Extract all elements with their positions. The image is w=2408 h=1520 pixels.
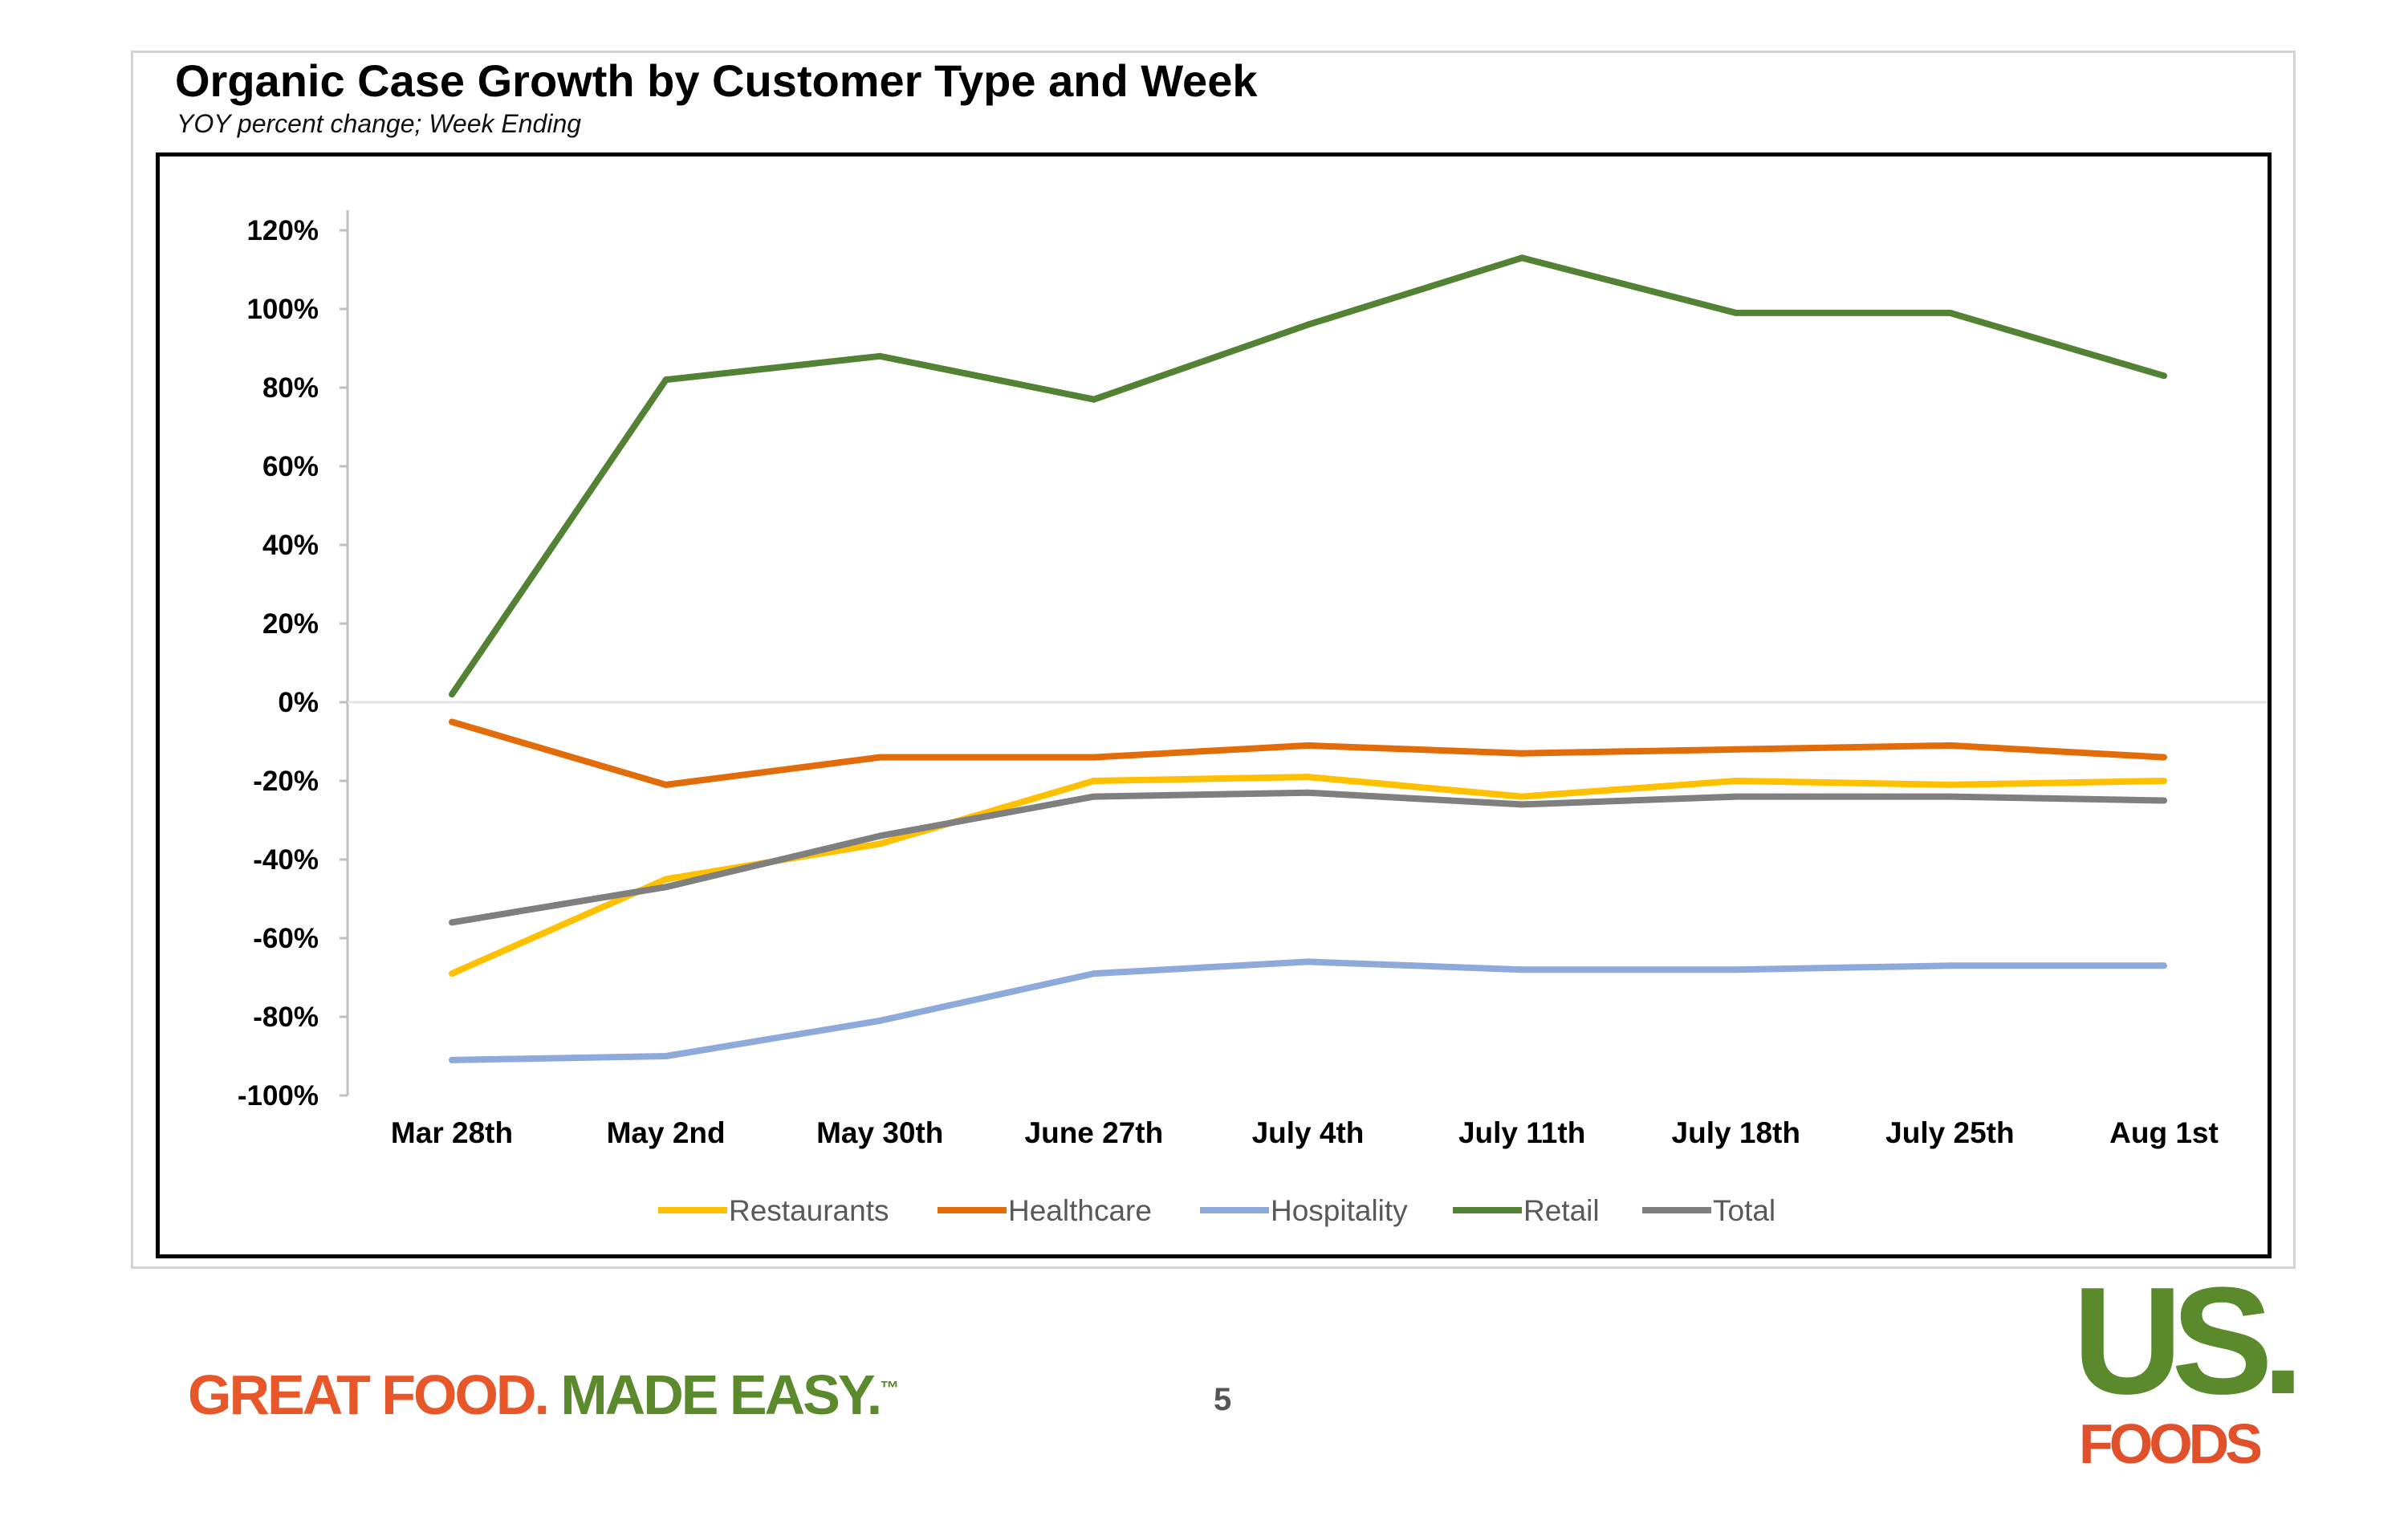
data-point-hospitality xyxy=(1090,970,1097,977)
legend-label: Restaurants xyxy=(729,1194,889,1227)
y-tick-label: -100% xyxy=(238,1080,319,1112)
data-point-healthcare xyxy=(662,781,669,788)
data-point-hospitality xyxy=(1946,962,1954,969)
data-point-hospitality xyxy=(1732,966,1739,973)
logo-us: US. xyxy=(2072,1256,2304,1426)
data-point-hospitality xyxy=(1519,966,1526,973)
data-point-restaurants xyxy=(1732,778,1739,784)
data-point-retail xyxy=(1090,396,1097,403)
data-point-healthcare xyxy=(2161,754,2167,761)
legend-label: Retail xyxy=(1523,1194,1600,1227)
data-point-total xyxy=(2161,797,2167,804)
data-point-restaurants xyxy=(449,970,455,977)
data-point-restaurants xyxy=(662,876,669,883)
data-point-healthcare xyxy=(1304,742,1312,749)
data-point-hospitality xyxy=(449,1056,455,1063)
y-tick-label: 120% xyxy=(246,215,319,246)
data-point-hospitality xyxy=(662,1053,669,1059)
data-point-total xyxy=(877,832,884,839)
legend-label: Hospitality xyxy=(1271,1194,1408,1227)
data-point-retail xyxy=(1946,309,1954,316)
data-point-healthcare xyxy=(449,718,455,725)
data-point-restaurants xyxy=(1090,778,1097,784)
y-tick-label: -80% xyxy=(253,1002,319,1033)
y-tick-label: 20% xyxy=(262,608,319,640)
data-point-retail xyxy=(662,376,669,384)
data-point-restaurants xyxy=(2161,778,2167,784)
x-tick-label: May 30th xyxy=(816,1116,943,1149)
chart-title: Organic Case Growth by Customer Type and… xyxy=(175,55,1258,106)
data-point-hospitality xyxy=(1304,958,1312,965)
data-point-retail xyxy=(1519,254,1526,262)
data-point-hospitality xyxy=(2161,962,2167,969)
series-line-hospitality xyxy=(451,958,2164,1063)
chart-subtitle: YOY percent change; Week Ending xyxy=(177,109,582,138)
legend-label: Healthcare xyxy=(1008,1194,1152,1227)
data-point-retail xyxy=(2161,372,2167,380)
chart-border xyxy=(156,152,2272,1258)
x-tick-label: July 18th xyxy=(1672,1116,1800,1149)
y-tick-label: -40% xyxy=(253,844,319,876)
y-tick-label: 80% xyxy=(262,372,319,404)
page-number: 5 xyxy=(1214,1382,1232,1417)
slide-frame xyxy=(131,51,2296,1269)
data-point-total xyxy=(1732,793,1739,800)
data-point-retail xyxy=(1304,321,1312,328)
y-tick-label: 0% xyxy=(278,687,319,718)
x-tick-label: June 27th xyxy=(1025,1116,1164,1149)
tagline-part1: GREAT FOOD. xyxy=(188,1364,550,1426)
series-line-total xyxy=(451,789,2165,926)
data-point-healthcare xyxy=(1732,746,1739,753)
data-point-healthcare xyxy=(1946,742,1954,749)
data-point-restaurants xyxy=(1519,793,1526,800)
data-point-total xyxy=(1519,801,1526,808)
data-point-healthcare xyxy=(1090,754,1097,761)
data-point-retail xyxy=(877,352,884,360)
x-tick-label: July 4th xyxy=(1252,1116,1365,1149)
data-point-total xyxy=(1946,793,1954,800)
y-tick-label: 60% xyxy=(262,451,319,482)
data-point-hospitality xyxy=(877,1017,884,1024)
x-tick-label: Aug 1st xyxy=(2109,1116,2219,1149)
trademark: ™ xyxy=(880,1377,899,1400)
legend-label: Total xyxy=(1713,1194,1775,1227)
data-point-restaurants xyxy=(1946,781,1954,788)
us-foods-logo: US. FOODS xyxy=(2072,1265,2304,1475)
data-point-total xyxy=(1090,793,1097,800)
y-tick-label: -20% xyxy=(253,766,319,797)
x-tick-label: July 25th xyxy=(1885,1116,2014,1149)
tagline-part2: MADE EASY. xyxy=(560,1364,882,1426)
data-point-healthcare xyxy=(1519,750,1526,757)
data-point-total xyxy=(1304,789,1312,796)
logo-foods: FOODS xyxy=(2079,1412,2263,1475)
x-tick-label: Mar 28th xyxy=(391,1116,513,1149)
y-tick-label: 100% xyxy=(246,294,319,325)
data-point-total xyxy=(662,884,669,891)
data-point-restaurants xyxy=(1304,774,1312,781)
x-tick-label: July 11th xyxy=(1458,1116,1585,1149)
data-point-retail xyxy=(1732,309,1739,316)
y-tick-label: -60% xyxy=(253,923,319,954)
data-point-retail xyxy=(449,691,455,698)
x-tick-label: May 2nd xyxy=(607,1116,726,1149)
data-point-healthcare xyxy=(877,754,884,761)
data-point-restaurants xyxy=(877,840,884,847)
y-tick-label: 40% xyxy=(262,530,319,561)
tagline: GREAT FOOD. MADE EASY.™ xyxy=(188,1363,899,1427)
data-point-total xyxy=(449,919,455,926)
